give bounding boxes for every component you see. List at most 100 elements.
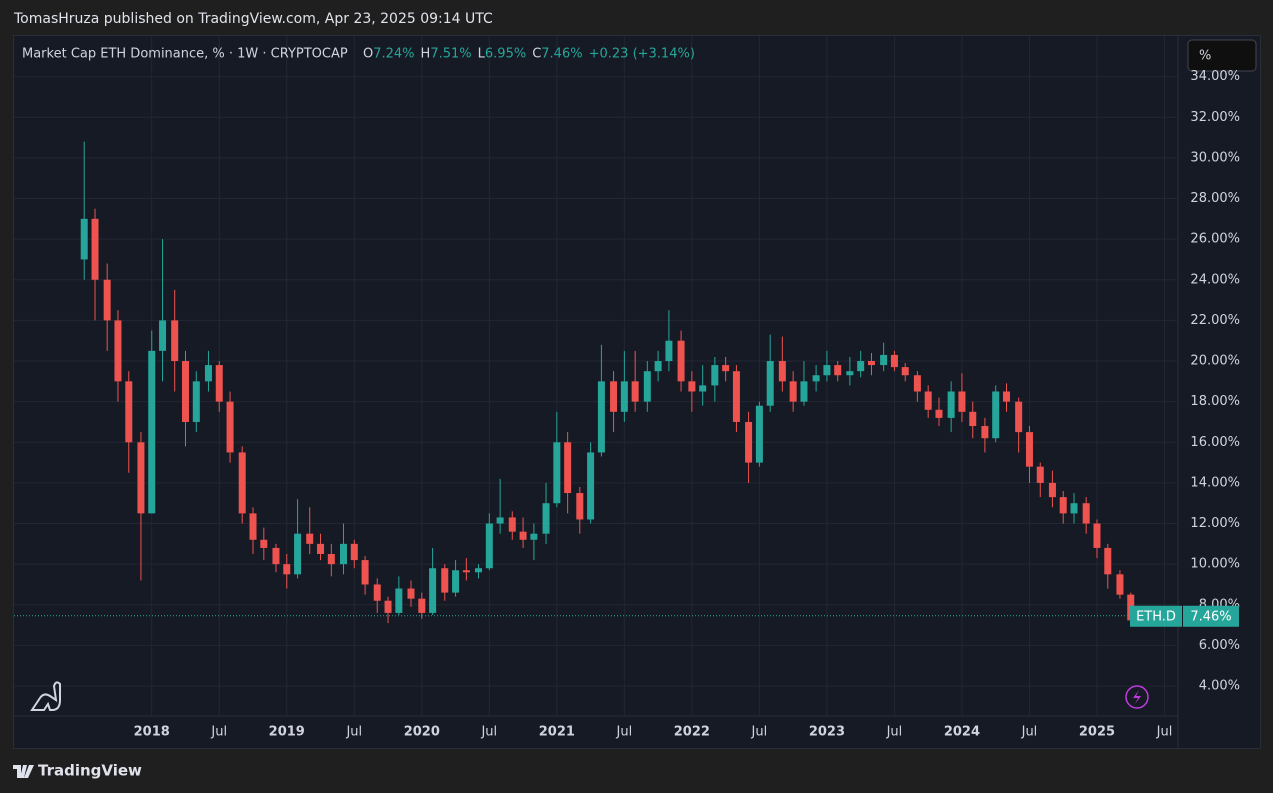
candle-body [688,381,696,392]
candle-body [1116,574,1124,595]
candle-body [969,411,977,427]
candle-body [462,570,470,573]
candle-body [981,426,989,439]
candle-body [272,547,280,565]
candle-body [114,320,122,382]
candle-body [171,320,179,362]
candle-body [597,381,605,453]
candle-body [283,564,291,575]
scale-button-label[interactable]: % [1199,49,1211,64]
candle-body [610,381,618,412]
candle-body [812,375,820,382]
labels: 4.00%6.00%8.00%10.00%12.00%14.00%16.00%1… [14,69,1240,740]
candle-body [215,365,223,402]
legend-change: +0.23 (+3.14%) [589,47,695,62]
candle-body [834,365,842,376]
candle-body [766,361,774,406]
footer-brand: TradingView [38,762,142,780]
x-tick-label: 2019 [269,725,305,740]
candle-body [327,554,335,565]
candle-body [192,381,200,422]
legend-key: O [363,47,373,62]
y-tick-label: 22.00% [1190,313,1240,328]
candle-body [294,533,302,575]
x-tick-label: 2018 [134,725,170,740]
candle-body [857,361,865,372]
candle-body [755,405,763,463]
candle-body [350,543,358,561]
candle-body [125,381,133,443]
candle-body [620,381,628,412]
candle-body [317,543,325,555]
candle-body [148,350,156,514]
candle-body [485,523,493,569]
candle-body [91,218,99,280]
legend-value: 6.95% [485,47,526,62]
candle-body [1036,466,1044,483]
candle-body [418,598,426,613]
candle-body [1082,503,1090,524]
footer-logo [13,765,34,778]
candle-body [249,513,257,540]
candle-body [880,354,888,366]
candle-body [677,340,685,382]
candle-body [159,320,167,351]
candle-body [137,442,145,514]
scale-button[interactable] [1187,39,1257,72]
alert-icon[interactable] [1125,685,1149,709]
candle-body [80,218,88,260]
candle-body [496,517,504,524]
candle-body [699,385,707,392]
candle-body [441,568,449,593]
candle-body [508,517,516,532]
candle-body [711,365,719,386]
x-tick-label: Jul [345,725,362,740]
candle-body [1059,497,1067,514]
candle-body [890,354,898,368]
x-tick-label: Jul [751,725,768,740]
candle-body [475,568,483,573]
symbol-label: ETH.D [1136,609,1176,624]
candle-body [913,375,921,392]
candle-body [1093,523,1101,548]
price-tag-label: 7.46% [1190,609,1231,624]
x-tick-label: Jul [1021,725,1038,740]
legend-key: L [478,47,486,62]
candle-body [226,401,234,453]
legend-value: 7.51% [430,47,471,62]
candle-body [553,442,561,504]
candle-body [260,539,268,548]
legend-key: H [421,47,431,62]
candle-body [452,570,460,593]
candle-body [665,340,673,362]
candle-body [361,560,369,585]
candle-body [846,371,854,376]
candle-body [924,391,932,410]
x-tick-label: 2023 [809,725,845,740]
x-tick-label: Jul [1156,725,1173,740]
candle-body [339,543,347,565]
y-tick-label: 12.00% [1190,516,1240,531]
logo-icon [30,681,61,711]
candle-body [576,493,584,520]
symbol-tag [1130,605,1182,627]
candle-body [631,381,639,402]
candle-body [935,409,943,418]
y-tick-label: 24.00% [1190,272,1240,287]
ohlc-legend: O 7.24% H 7.51% L 6.95% C 7.46% +0.23 (+3.14%) [363,47,695,62]
candle-body [867,361,875,366]
candle-body [1104,547,1112,575]
candle-body [1003,391,1011,402]
x-tick-label: 2022 [674,725,710,740]
x-tick-label: Jul [210,725,227,740]
candle-body [800,381,808,402]
candle-body [103,279,111,321]
candle-body [732,371,740,422]
y-tick-label: 30.00% [1190,150,1240,165]
candle-body [429,568,437,613]
y-tick-label: 32.00% [1190,110,1240,125]
alert-bolt [1133,690,1141,704]
x-tick-label: 2020 [404,725,440,740]
